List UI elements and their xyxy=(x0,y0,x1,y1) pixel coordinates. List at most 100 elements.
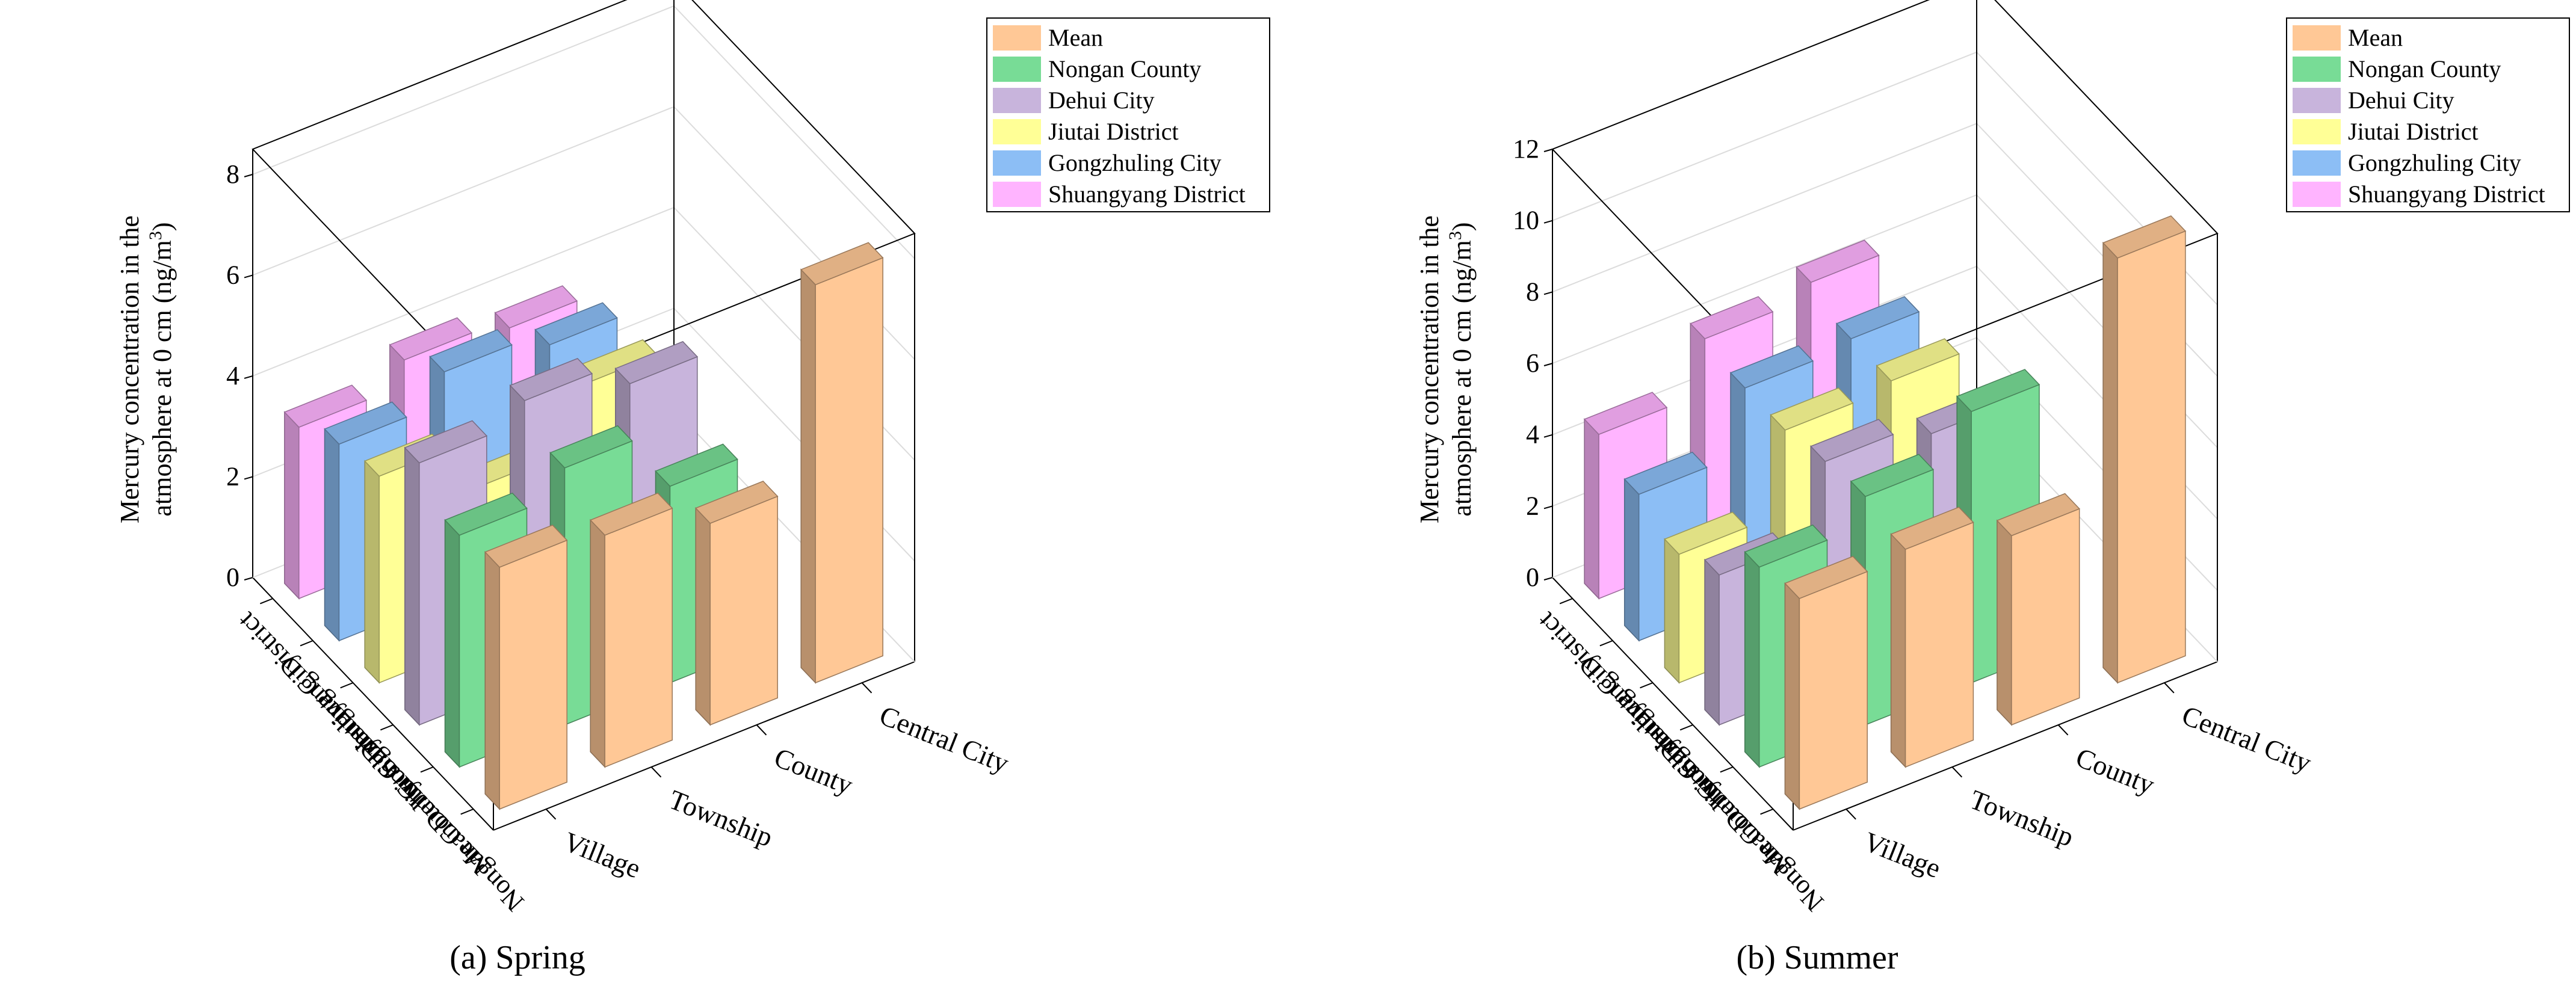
legend-label-shuangyang-district: Shuangyang District xyxy=(1048,180,1246,208)
bar-top xyxy=(1835,296,1920,339)
bar-front xyxy=(604,507,673,768)
z-tick-label: 0 xyxy=(226,562,239,592)
bar-side xyxy=(1997,519,2012,726)
z-axis-title-line2: atmosphere at 0 cm (ng/m3) xyxy=(146,222,177,516)
y-tick xyxy=(259,598,273,605)
z-axis-title-sup: 3 xyxy=(1445,231,1465,240)
x-tick xyxy=(545,809,557,820)
z-tick-label: 6 xyxy=(1526,348,1539,378)
z-tick-label: 2 xyxy=(226,461,239,491)
bar-mean-county xyxy=(694,481,779,726)
legend-label-jiutai-district: Jiutai District xyxy=(2348,118,2479,145)
z-axis-title-line1: Mercury concentration in the xyxy=(1415,215,1444,523)
legend: Mean Nongan County Dehui City Jiutai Distri… xyxy=(2286,17,2570,212)
y-tick xyxy=(1599,640,1613,647)
bar-top xyxy=(1689,296,1774,339)
bar-top xyxy=(324,401,407,445)
legend-label-gongzhuling-city: Gongzhuling City xyxy=(1048,149,1222,176)
z-axis-title-line1: Mercury concentration in the xyxy=(115,215,144,523)
bar-top xyxy=(534,302,618,346)
bar-mean-village xyxy=(1784,556,1868,810)
legend-swatch-mean xyxy=(993,25,1041,51)
y-tick xyxy=(380,724,394,731)
chart-panel-spring: 0 2 4 6 8 Mercury concentration in the atmosph… xyxy=(115,0,1270,976)
z-tick xyxy=(1543,149,1553,152)
z-tick-label: 4 xyxy=(1526,420,1539,449)
bar-top xyxy=(1796,239,1880,283)
x-tick-label-township: Township xyxy=(665,784,777,852)
x-tick xyxy=(1846,809,1856,820)
gridline xyxy=(252,5,915,259)
axis-y xyxy=(252,577,494,831)
legend-label-mean: Mean xyxy=(1048,24,1103,51)
bar-front xyxy=(2011,508,2080,726)
y-tick xyxy=(460,809,474,815)
x-tick xyxy=(2057,724,2069,736)
bar-side xyxy=(1890,533,1906,768)
z-tick xyxy=(244,274,253,279)
axis-x xyxy=(1793,661,2218,831)
bar-side xyxy=(1584,418,1599,600)
legend-label-dehui-city: Dehui City xyxy=(2348,87,2454,114)
legend: Mean Nongan County Dehui City Jiutai Distri… xyxy=(986,17,1270,212)
y-tick xyxy=(1640,682,1654,689)
chart-panel-summer: 0 2 4 6 8 10 12 Mercury concentration in the atm… xyxy=(1415,0,2570,976)
y-tick xyxy=(300,640,314,647)
z-axis-title-line2: atmosphere at 0 cm (ng/m3) xyxy=(1445,222,1477,516)
z-axis-title: Mercury concentration in the atmosphere a… xyxy=(1415,215,1477,523)
legend-label-jiutai-district: Jiutai District xyxy=(1048,118,1179,145)
bar-side xyxy=(484,550,500,810)
y-tick xyxy=(1679,724,1693,731)
bar-side xyxy=(2102,241,2118,684)
bar-side xyxy=(404,446,420,726)
z-tick-label: 8 xyxy=(226,159,239,189)
bar-top xyxy=(1956,369,2040,412)
bar-top xyxy=(509,358,593,401)
bars xyxy=(283,242,884,810)
z-tick xyxy=(244,375,253,379)
legend-swatch-nongan-county xyxy=(993,57,1041,82)
bar-side xyxy=(1664,538,1680,684)
bar-front xyxy=(499,539,567,810)
z-axis-title-text: atmosphere at 0 cm (ng/m xyxy=(147,240,177,516)
y-tick xyxy=(420,766,434,773)
x-tick-label-county: County xyxy=(770,742,857,801)
bar-side xyxy=(1704,558,1720,726)
bar-side xyxy=(444,519,460,768)
z-tick xyxy=(1543,505,1553,510)
bar-side xyxy=(1623,478,1640,642)
z-tick-label: 6 xyxy=(226,260,239,289)
z-tick-label: 12 xyxy=(1513,134,1539,164)
bar-top xyxy=(1876,338,1960,381)
x-tick xyxy=(756,724,767,736)
x-tick-label-township: Township xyxy=(1966,784,2078,852)
bars xyxy=(1583,215,2187,810)
bar-side xyxy=(590,519,605,768)
z-tick xyxy=(1543,291,1553,295)
legend-swatch-shuangyang-district xyxy=(993,182,1041,207)
bar-side xyxy=(284,411,300,600)
legend-swatch-jiutai-district xyxy=(2293,119,2341,144)
bar-top xyxy=(800,242,884,286)
legend-swatch-mean xyxy=(2293,25,2341,51)
bar-front xyxy=(1799,570,1868,810)
legend-swatch-gongzhuling-city xyxy=(993,150,1041,176)
bar-top xyxy=(1809,419,1894,462)
x-tick-label-central-city: Central City xyxy=(876,700,1013,778)
top-frame xyxy=(252,0,916,402)
y-tick xyxy=(1720,766,1734,773)
bar-top xyxy=(494,285,578,328)
bar-top xyxy=(1583,392,1668,435)
bar-top xyxy=(1850,454,1935,498)
z-tick-label: 0 xyxy=(1526,562,1539,592)
top-frame xyxy=(1551,0,2219,402)
bar-top xyxy=(429,329,513,372)
legend-label-gongzhuling-city: Gongzhuling City xyxy=(2348,149,2521,176)
legend-swatch-dehui-city xyxy=(993,88,1041,113)
bar-mean-central-city xyxy=(800,242,884,684)
x-tick xyxy=(2164,682,2175,694)
legend-label-dehui-city: Dehui City xyxy=(1048,87,1155,114)
x-tick-label-village: Village xyxy=(560,826,645,884)
bar-mean-township xyxy=(1890,507,1974,768)
